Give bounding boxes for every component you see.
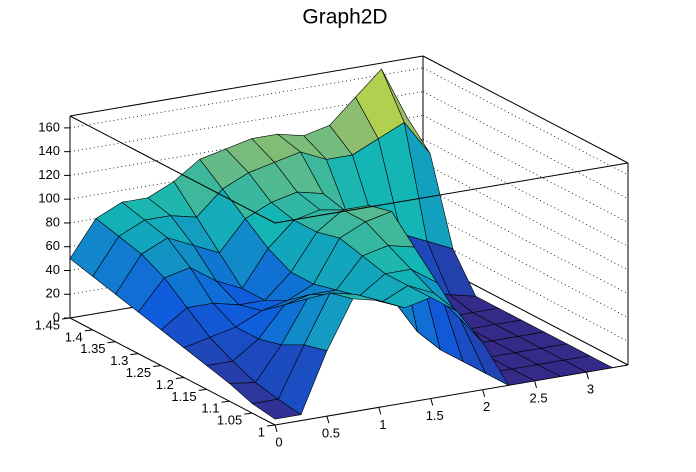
grid-line: [422, 138, 629, 247]
y-tick-label: 1: [258, 424, 265, 439]
surface-cell: [251, 398, 302, 420]
y-tick-label: 1.45: [35, 317, 60, 332]
x-tick-label: 2: [483, 399, 490, 414]
grid-line: [422, 257, 629, 366]
z-tick-label: 160: [38, 119, 60, 134]
y-tick-label: 1.2: [156, 377, 174, 392]
box-edge: [274, 162, 629, 224]
x-tick: [274, 424, 278, 433]
y-tick-label: 1.35: [80, 341, 105, 356]
x-tick: [326, 416, 330, 424]
x-tick-label: 1: [379, 417, 386, 432]
x-tick-label: 3: [587, 381, 594, 396]
y-tick-label: 1.1: [201, 401, 219, 416]
x-tick: [430, 398, 434, 406]
y-tick-label: 1.4: [65, 329, 83, 344]
z-tick-label: 0: [53, 309, 60, 324]
grid-line: [422, 162, 629, 271]
x-tick-label: 1.5: [426, 408, 444, 423]
grid-line: [422, 210, 629, 318]
y-tick: [266, 424, 276, 427]
x-tick-label: 0.5: [322, 426, 340, 441]
y-tick: [153, 365, 162, 368]
z-tick-label: 100: [38, 191, 60, 206]
grid-line: [422, 115, 629, 223]
z-tick-label: 80: [46, 214, 60, 229]
x-tick: [378, 407, 382, 415]
y-tick: [61, 317, 71, 320]
x-tick-label: 0: [275, 434, 282, 449]
box-edge: [69, 115, 276, 224]
y-tick: [198, 388, 207, 391]
grid-line: [422, 67, 629, 176]
y-tick: [244, 412, 253, 415]
x-tick: [585, 371, 589, 380]
box-edge: [422, 55, 629, 164]
chart-title: Graph2D: [302, 6, 387, 29]
y-tick-label: 1.15: [171, 389, 196, 404]
y-tick-label: 1.05: [217, 413, 242, 428]
y-tick-label: 1.25: [126, 365, 151, 380]
z-tick-label: 120: [38, 167, 60, 182]
box-edge: [69, 317, 276, 426]
grid-line: [422, 91, 629, 200]
grid-line: [422, 233, 629, 342]
box-edge: [69, 55, 424, 117]
z-tick-label: 40: [46, 262, 60, 277]
x-tick: [534, 380, 538, 389]
z-tick-label: 60: [46, 238, 60, 253]
x-tick-label: 2.5: [530, 390, 548, 405]
y-tick: [130, 353, 139, 356]
y-tick: [175, 376, 184, 379]
z-tick-label: 20: [46, 286, 60, 301]
z-tick-label: 140: [38, 143, 60, 158]
y-tick: [221, 400, 230, 403]
grid-line: [422, 186, 629, 295]
y-tick-label: 1.3: [110, 353, 128, 368]
y-tick: [84, 329, 93, 332]
y-tick: [107, 341, 116, 344]
x-tick: [482, 389, 486, 397]
